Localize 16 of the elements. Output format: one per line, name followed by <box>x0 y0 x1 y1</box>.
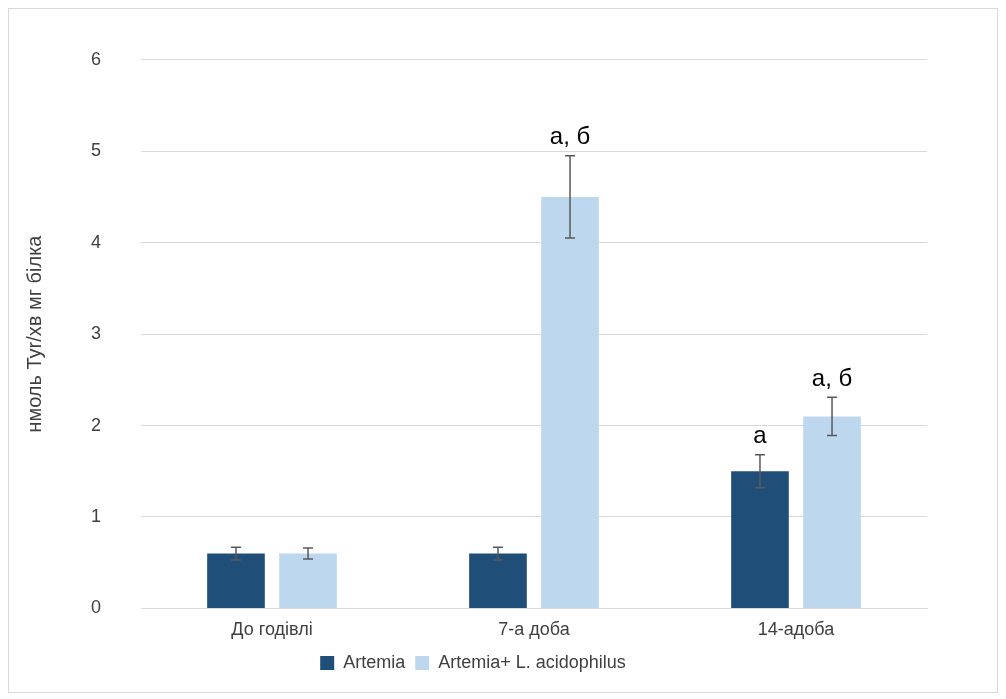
legend-label: Artemia+ L. acidophilus <box>438 651 626 672</box>
x-tick-label: 7-а доба <box>498 619 571 640</box>
data-label: а, б <box>811 363 853 391</box>
y-tick-label: 4 <box>91 231 102 252</box>
y-axis-title: нмоль Tyr/хв мг білка <box>22 234 45 433</box>
y-tick-label: 3 <box>91 323 102 344</box>
x-tick-label: 14-адоба <box>757 619 836 640</box>
y-tick-label: 5 <box>91 140 102 161</box>
legend-label: Artemia <box>343 651 407 672</box>
x-tick-label: До годівлі <box>231 619 313 640</box>
y-tick-label: 0 <box>91 597 102 618</box>
data-label: а, б <box>549 122 591 150</box>
y-tick-label: 6 <box>91 48 102 69</box>
data-label: а <box>753 421 768 449</box>
y-tick-label: 1 <box>91 505 102 526</box>
y-tick-label: 2 <box>91 414 102 435</box>
